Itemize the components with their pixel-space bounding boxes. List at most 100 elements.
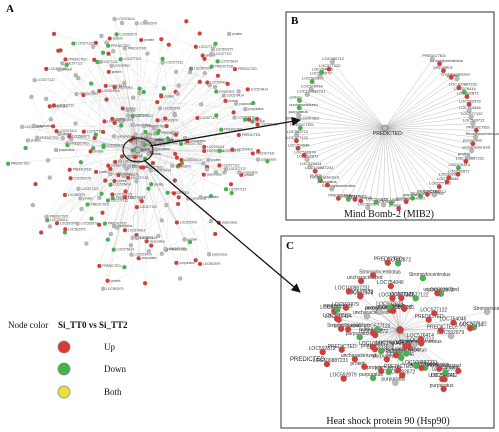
network-node [209,64,214,69]
node-label: PREDICTED: [256,151,275,155]
network-edge [176,91,217,158]
network-node [101,143,106,148]
network-edge [384,127,448,182]
legend-label-up: Up [104,342,115,352]
network-node [120,106,125,111]
node-label: LOC100887231 [313,358,349,364]
node-label: LOC576414 [118,17,135,21]
panel-c-predicted-label: PREDICTED: [290,357,327,363]
network-edge [137,149,201,198]
network-node [101,129,106,135]
network-edge [206,124,258,168]
network-node [89,81,94,86]
network-node [146,152,151,157]
node-label: LOC100887231 [456,155,485,160]
network-node [93,40,98,46]
node-label: LOC576414 [235,148,252,152]
network-edge [297,127,386,149]
network-edge [83,131,139,151]
network-edge [118,149,139,176]
panel-a-letter: A [6,3,14,15]
node-label: purpuratus [136,136,152,140]
node-label: protein [111,164,121,168]
network-node [51,103,56,108]
network-node [60,135,65,141]
network-node [402,343,409,350]
network-edge [384,123,473,129]
network-edge [91,167,142,219]
node-label: Strongylocentrotus [407,362,449,368]
network-node [122,228,128,233]
node-label: LOC577122 [461,111,483,116]
panel-a-nodes [5,16,270,291]
node-label: Strongylocentrotus [473,306,499,312]
network-node [67,134,72,139]
network-edge [384,127,459,169]
network-edge [306,127,386,160]
network-node [394,260,402,267]
node-label: LOC576414 [102,89,119,93]
network-node [78,196,83,201]
network-edge [77,149,139,224]
node-label: LOC592872 [302,76,324,81]
network-node [123,189,128,194]
node-label: protein [83,196,93,200]
network-edge [114,18,156,134]
network-edge [384,77,452,129]
node-label: LOC576414 [50,218,67,222]
node-label: PREDICTED: [374,257,404,263]
network-node [219,127,224,132]
network-node [63,227,68,232]
network-edge [395,329,401,356]
node-label: LOC577122 [136,148,153,152]
network-node [296,105,302,111]
network-node [93,169,99,175]
network-node [93,132,98,137]
network-node [369,343,377,351]
network-node [207,83,212,88]
node-label: protein [390,303,406,309]
network-node [417,336,425,343]
network-node [173,132,179,137]
network-node [387,282,395,290]
node-label: purpuratus [430,383,454,389]
network-node [465,154,471,160]
network-node [177,163,182,168]
node-label: LOC100887231 [381,197,410,202]
node-label: purpuratus [154,147,170,151]
network-node [418,193,424,199]
network-node [103,83,108,89]
network-node [325,182,330,188]
node-label: PREDICTED: [111,44,130,48]
network-edge [145,21,236,70]
node-label: purpuratus [117,134,133,138]
node-label: purpuratus [365,305,389,311]
network-node [76,186,81,191]
network-edge [137,62,163,151]
network-node [369,272,377,279]
network-node [230,147,235,152]
node-label: LOC576414 [154,168,171,172]
network-edge [137,149,259,160]
network-node [329,186,335,192]
node-label: purpuratus [150,239,166,243]
network-node [455,367,462,375]
network-edge [49,91,176,107]
network-edge [110,149,139,175]
network-edge [231,159,259,194]
network-node [455,171,461,177]
network-node [97,195,102,200]
node-label: LOC592979 [107,143,124,147]
node-label: PREDICTED: [144,166,163,170]
network-edge [384,127,459,175]
network-node [54,221,60,226]
node-label: protein [115,117,125,121]
network-node [178,141,184,146]
hub-node-hsp90 [396,326,404,334]
node-label: PREDICTED: [215,65,234,69]
network-node [335,195,341,201]
network-edge [137,33,230,151]
network-node [437,61,442,67]
network-node [25,138,30,143]
network-node [155,100,160,105]
